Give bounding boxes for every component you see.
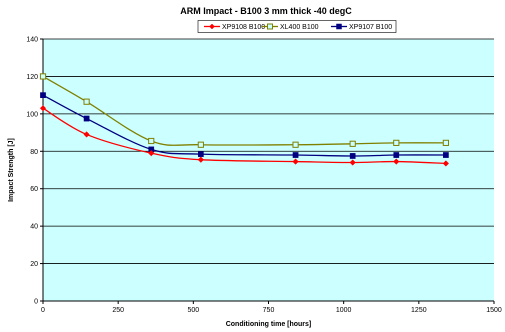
data-point xyxy=(442,160,450,167)
legend-marker xyxy=(267,23,273,30)
data-point xyxy=(198,151,204,157)
data-point xyxy=(292,158,299,165)
data-point xyxy=(39,105,47,112)
x-axis-title: Conditioning time [hours] xyxy=(226,321,312,328)
y-tick-label: 0 xyxy=(34,299,38,306)
y-tick-label: 80 xyxy=(30,149,38,156)
data-point xyxy=(148,137,155,145)
legend-box xyxy=(197,20,397,33)
legend-marker xyxy=(336,23,342,30)
data-point xyxy=(442,139,449,146)
series-xp9107-b100 xyxy=(40,92,449,159)
data-point xyxy=(443,152,449,158)
gridlines xyxy=(43,38,494,264)
legend-label: XP9108 B100 xyxy=(222,24,265,31)
data-point xyxy=(83,115,90,122)
x-tick-label: 500 xyxy=(187,307,199,314)
data-point xyxy=(197,141,204,148)
data-point xyxy=(393,139,400,146)
y-tick-label: 20 xyxy=(30,261,38,268)
data-point xyxy=(40,92,46,98)
series-line xyxy=(42,94,446,157)
series-line xyxy=(42,107,446,165)
series-xp9108-b100 xyxy=(39,105,450,167)
data-point xyxy=(197,156,205,163)
data-point xyxy=(148,150,155,157)
data-point xyxy=(349,153,356,159)
data-point xyxy=(349,159,356,166)
data-point xyxy=(83,98,90,105)
x-tick-label: 750 xyxy=(263,307,275,314)
data-point xyxy=(393,158,400,165)
legend-label: XP9107 B100 xyxy=(349,24,392,31)
data-point xyxy=(393,152,400,158)
legend: XP9108 B100 XL400 B100 XP9107 B100 xyxy=(197,20,397,33)
y-tick-label: 140 xyxy=(26,37,38,44)
legend-marker xyxy=(209,23,215,30)
series-layer xyxy=(39,73,450,167)
x-tick-label: 1500 xyxy=(486,307,502,314)
x-tick-label: 250 xyxy=(112,307,124,314)
series-line xyxy=(42,75,446,146)
y-tick-label: 40 xyxy=(30,224,38,231)
data-point xyxy=(292,152,299,158)
chart-title: ARM Impact - B100 3 mm thick -40 degC xyxy=(180,6,352,16)
y-tick-label: 60 xyxy=(30,186,38,193)
data-point xyxy=(83,131,90,138)
x-tick-label: 1000 xyxy=(336,307,352,314)
y-axis-title: Impact Strength [J] xyxy=(8,138,15,202)
y-tick-label: 100 xyxy=(26,111,38,118)
x-tick-label: 0 xyxy=(41,307,45,314)
legend-label: XL400 B100 xyxy=(280,24,319,31)
data-point xyxy=(292,141,299,148)
data-point xyxy=(349,140,356,147)
x-tick-label: 1250 xyxy=(411,307,427,314)
data-point xyxy=(39,73,47,80)
y-tick-label: 120 xyxy=(26,74,38,81)
plot-area xyxy=(43,39,494,301)
series-xl400-b100 xyxy=(39,73,449,148)
axes: 0 20 40 60 80 100 120 140 0 250 500 750 1000 1250 1500 xyxy=(26,37,502,315)
